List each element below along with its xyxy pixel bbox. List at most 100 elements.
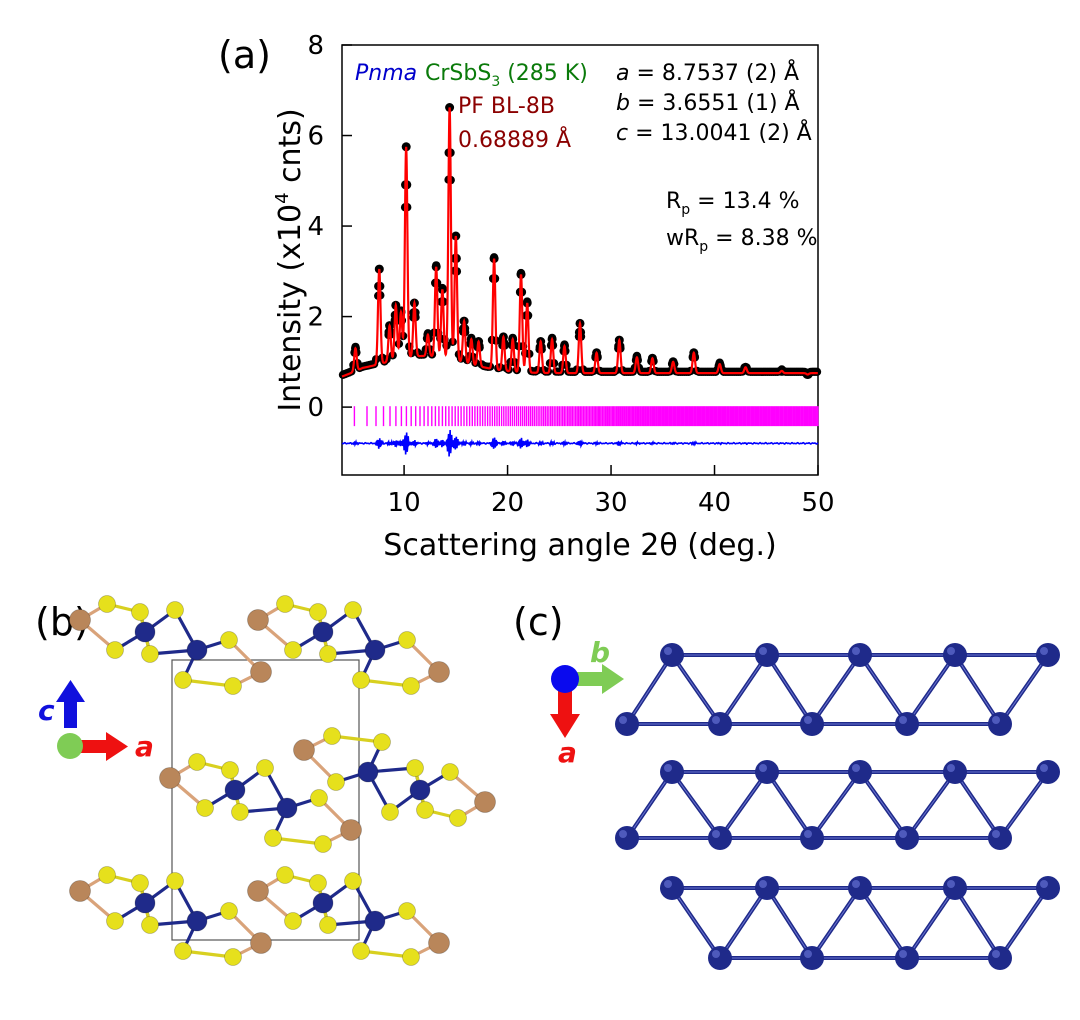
chain-zigzag-bond-highlight xyxy=(766,654,813,725)
cr-atom xyxy=(1036,643,1060,667)
chain-zigzag-bond-highlight xyxy=(811,654,861,725)
b-axis-arrow xyxy=(572,672,602,686)
s-atom xyxy=(319,645,337,663)
cr-atom-highlight xyxy=(899,716,907,724)
cr-atom xyxy=(276,797,298,819)
ladder-chain xyxy=(615,643,1060,736)
rp-label: Rp = 13.4 % xyxy=(666,189,800,218)
cr-atom-highlight xyxy=(992,830,1000,838)
cr-atom xyxy=(755,643,779,667)
x-tick-label: 20 xyxy=(491,488,524,518)
cr-atom xyxy=(895,946,919,970)
sb-atom xyxy=(293,739,315,761)
s-atom xyxy=(131,603,149,621)
s-atom xyxy=(188,753,206,771)
cr-atom xyxy=(800,712,824,736)
s-atom xyxy=(314,835,332,853)
s-atom xyxy=(398,902,416,920)
s-atom xyxy=(284,641,302,659)
chain-zigzag-bond-highlight xyxy=(999,771,1049,839)
chain-zigzag-bond-highlight xyxy=(766,771,813,839)
y-tick-label: 2 xyxy=(307,303,324,333)
chain-zigzag-bond-highlight xyxy=(766,887,813,959)
y-axis-label: Intensity (x104 cnts) xyxy=(272,108,308,411)
b-axis-arrowhead xyxy=(602,664,624,694)
s-atom xyxy=(174,671,192,689)
sb-atom xyxy=(247,880,269,902)
ladder-chain xyxy=(660,876,1060,970)
observed-points-layer xyxy=(338,103,822,379)
s-atom xyxy=(224,677,242,695)
cr-atom-highlight xyxy=(852,764,860,772)
s-atom xyxy=(319,916,337,934)
s-atom xyxy=(309,603,327,621)
y-tick-label: 6 xyxy=(307,122,324,152)
axis-label-c: c xyxy=(38,694,55,727)
cr-atom-highlight xyxy=(804,950,812,958)
s-atom xyxy=(141,645,159,663)
cr-atom xyxy=(800,826,824,850)
s-atom xyxy=(416,801,434,819)
chain-zigzag-bond-highlight xyxy=(671,654,721,725)
cr-atom xyxy=(848,876,872,900)
s-atom xyxy=(166,872,184,890)
cr-atom xyxy=(409,779,431,801)
s-atom xyxy=(352,671,370,689)
plot-frame xyxy=(341,44,819,476)
x-tick-label: 40 xyxy=(698,488,731,518)
lattice-b-label: b = 3.6551 (1) Å xyxy=(616,89,800,116)
sb-atom xyxy=(247,609,269,631)
cr-atom xyxy=(312,892,334,914)
s-atom xyxy=(449,809,467,827)
cr-atom xyxy=(708,946,732,970)
structure-motif xyxy=(247,866,450,966)
s-atom xyxy=(196,799,214,817)
cr-atom-highlight xyxy=(992,716,1000,724)
cr-atom xyxy=(615,712,639,736)
cr-atom-highlight xyxy=(712,716,720,724)
sb-atom xyxy=(474,791,496,813)
cr-atom xyxy=(660,760,684,784)
cr-atom-highlight xyxy=(947,647,955,655)
structure-motifs xyxy=(69,595,496,966)
x-tick-label: 50 xyxy=(801,488,834,518)
cr-atom xyxy=(134,621,156,643)
y-tick-label: 0 xyxy=(307,393,324,423)
axes-indicator-ab: b a xyxy=(550,636,624,769)
s-atom xyxy=(264,829,282,847)
cr-atom xyxy=(186,639,208,661)
sb-atom xyxy=(159,767,181,789)
lattice-c-label: c = 13.0041 (2) Å xyxy=(616,119,812,146)
y-tick-label: 8 xyxy=(307,31,324,61)
cr-atom-highlight xyxy=(804,830,812,838)
cr-atom xyxy=(364,639,386,661)
cr-atom-highlight xyxy=(759,764,767,772)
y-tick-label: 4 xyxy=(307,212,324,242)
cr-atom xyxy=(708,826,732,850)
cr-atom-highlight xyxy=(1040,764,1048,772)
cr-atom-highlight xyxy=(1040,880,1048,888)
s-atom xyxy=(352,942,370,960)
structure-motif xyxy=(293,727,496,827)
chain-zigzag-bond-highlight xyxy=(719,771,768,839)
chain-zigzag-bond-highlight xyxy=(906,771,956,839)
chain-zigzag-bond-highlight xyxy=(954,887,1001,959)
s-atom xyxy=(276,866,294,884)
cr-atom xyxy=(1036,760,1060,784)
x-axis-ticks: 10 20 30 40 50 xyxy=(388,465,835,518)
bragg-ticks-layer xyxy=(353,406,819,427)
c-axis-arrowhead xyxy=(56,680,85,702)
s-atom xyxy=(276,595,294,613)
x-tick-label: 10 xyxy=(388,488,421,518)
cr-atom-highlight xyxy=(712,950,720,958)
sb-atom xyxy=(428,932,450,954)
chain-zigzag-bond-highlight xyxy=(626,654,673,725)
calculated-curve-layer xyxy=(341,107,818,378)
sb-atom xyxy=(340,819,362,841)
s-atom xyxy=(231,803,249,821)
s-atom xyxy=(131,874,149,892)
calculated-curve xyxy=(341,107,818,378)
cr-atom xyxy=(943,760,967,784)
crystal-structure-ac xyxy=(69,595,496,966)
